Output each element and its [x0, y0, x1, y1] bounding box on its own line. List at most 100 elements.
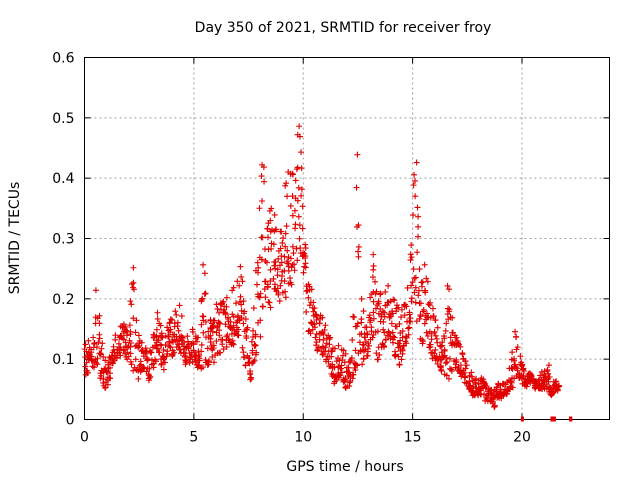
data-point: [307, 330, 314, 337]
data-point: [398, 306, 405, 313]
data-point: [275, 255, 282, 262]
data-point: [127, 350, 134, 357]
data-point: [446, 365, 453, 372]
data-point: [233, 319, 240, 326]
data-point: [147, 373, 154, 380]
data-point: [453, 359, 460, 366]
data-point: [267, 266, 274, 273]
data-point: [94, 361, 101, 368]
data-point: [300, 269, 307, 276]
data-point: [431, 328, 438, 335]
data-point: [200, 329, 207, 336]
data-point: [326, 336, 333, 343]
data-point: [117, 352, 124, 359]
data-point: [240, 298, 247, 305]
data-point: [390, 333, 397, 340]
data-point: [480, 379, 487, 386]
data-point: [303, 308, 310, 315]
data-point: [412, 299, 419, 306]
data-point: [261, 286, 268, 293]
x-tick-label: 20: [513, 430, 531, 446]
data-point: [398, 356, 405, 363]
data-point: [205, 359, 212, 366]
data-point: [512, 333, 519, 340]
data-point: [230, 313, 237, 320]
data-point: [462, 358, 469, 365]
data-point: [146, 365, 153, 372]
data-point: [509, 349, 516, 356]
data-point: [97, 350, 104, 357]
data-point: [360, 356, 367, 363]
data-point: [459, 350, 466, 357]
data-point: [174, 323, 181, 330]
data-point: [508, 364, 515, 371]
data-point: [237, 263, 244, 270]
data-point: [369, 334, 376, 341]
data-point: [276, 298, 283, 305]
data-point: [268, 205, 275, 212]
data-point: [382, 288, 389, 295]
data-points: [82, 123, 563, 411]
data-point: [267, 278, 274, 285]
data-point: [271, 211, 278, 218]
data-point: [283, 180, 290, 187]
data-point: [322, 322, 329, 329]
data-point: [355, 243, 362, 250]
data-point: [220, 346, 227, 353]
data-point: [430, 313, 437, 320]
data-point: [444, 305, 451, 312]
data-point: [471, 379, 478, 386]
data-point: [342, 375, 349, 382]
data-point: [545, 370, 552, 377]
data-point: [291, 267, 298, 274]
data-point: [506, 385, 513, 392]
data-point: [361, 334, 368, 341]
data-point: [272, 265, 279, 272]
data-point: [230, 341, 237, 348]
data-point: [112, 332, 119, 339]
data-point: [280, 235, 287, 242]
data-point: [132, 329, 139, 336]
data-point: [250, 327, 257, 334]
data-point: [210, 359, 217, 366]
data-point: [319, 314, 326, 321]
data-point: [249, 347, 256, 354]
data-point: [407, 257, 414, 264]
data-point: [120, 346, 127, 353]
data-point: [372, 278, 379, 285]
data-point: [387, 313, 394, 320]
data-point: [419, 340, 426, 347]
data-point: [305, 294, 312, 301]
data-point: [321, 327, 328, 334]
data-point: [106, 374, 113, 381]
data-point: [540, 378, 547, 385]
x-tick-label: 15: [404, 430, 422, 446]
data-point: [234, 278, 241, 285]
data-point: [382, 336, 389, 343]
data-point: [320, 336, 327, 343]
data-point: [545, 362, 552, 369]
data-point: [367, 294, 374, 301]
data-point: [306, 302, 313, 309]
data-point: [216, 320, 223, 327]
data-point: [179, 334, 186, 341]
data-point: [135, 375, 142, 382]
data-point: [160, 355, 167, 362]
data-point: [427, 299, 434, 306]
data-point: [393, 308, 400, 315]
data-point: [395, 304, 402, 311]
data-point: [233, 300, 240, 307]
data-point: [117, 344, 124, 351]
y-tick-label: 0: [66, 413, 75, 429]
data-point: [498, 395, 505, 402]
data-point: [91, 340, 98, 347]
data-point: [331, 345, 338, 352]
data-point: [158, 360, 165, 367]
y-tick-label: 0.1: [52, 352, 74, 368]
data-point: [264, 225, 271, 232]
data-point: [204, 361, 211, 368]
data-point: [216, 320, 223, 327]
data-point: [100, 353, 107, 360]
data-point: [412, 193, 419, 200]
data-point: [289, 170, 296, 177]
